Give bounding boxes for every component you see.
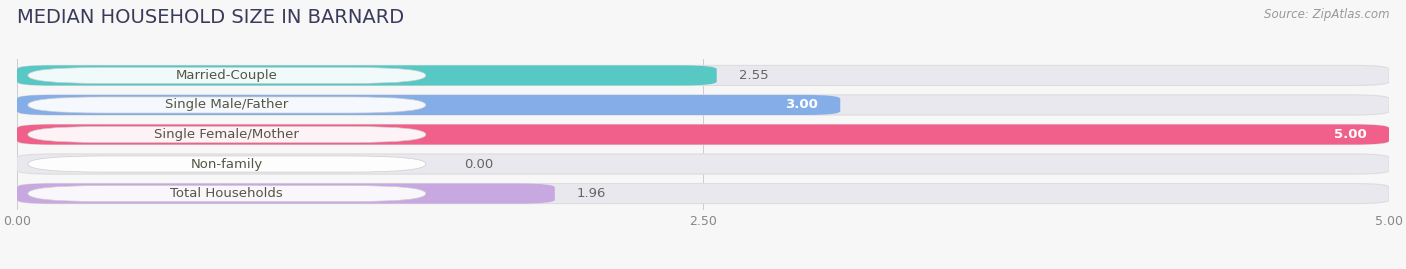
FancyBboxPatch shape — [17, 154, 1389, 174]
FancyBboxPatch shape — [17, 125, 1389, 144]
FancyBboxPatch shape — [17, 95, 1389, 115]
Text: Source: ZipAtlas.com: Source: ZipAtlas.com — [1264, 8, 1389, 21]
FancyBboxPatch shape — [17, 65, 717, 86]
Text: Single Male/Father: Single Male/Father — [165, 98, 288, 111]
Text: 1.96: 1.96 — [576, 187, 606, 200]
FancyBboxPatch shape — [28, 156, 426, 172]
Text: 3.00: 3.00 — [786, 98, 818, 111]
FancyBboxPatch shape — [17, 65, 1389, 86]
Text: Non-family: Non-family — [191, 158, 263, 171]
Text: Total Households: Total Households — [170, 187, 283, 200]
FancyBboxPatch shape — [17, 125, 1389, 144]
Text: 0.00: 0.00 — [464, 158, 494, 171]
Text: Married-Couple: Married-Couple — [176, 69, 278, 82]
Text: MEDIAN HOUSEHOLD SIZE IN BARNARD: MEDIAN HOUSEHOLD SIZE IN BARNARD — [17, 8, 404, 27]
FancyBboxPatch shape — [28, 97, 426, 113]
Text: Single Female/Mother: Single Female/Mother — [155, 128, 299, 141]
FancyBboxPatch shape — [17, 95, 841, 115]
FancyBboxPatch shape — [28, 186, 426, 201]
Text: 5.00: 5.00 — [1334, 128, 1367, 141]
FancyBboxPatch shape — [17, 183, 555, 204]
Text: 2.55: 2.55 — [738, 69, 768, 82]
FancyBboxPatch shape — [17, 183, 1389, 204]
FancyBboxPatch shape — [28, 68, 426, 83]
FancyBboxPatch shape — [28, 126, 426, 143]
